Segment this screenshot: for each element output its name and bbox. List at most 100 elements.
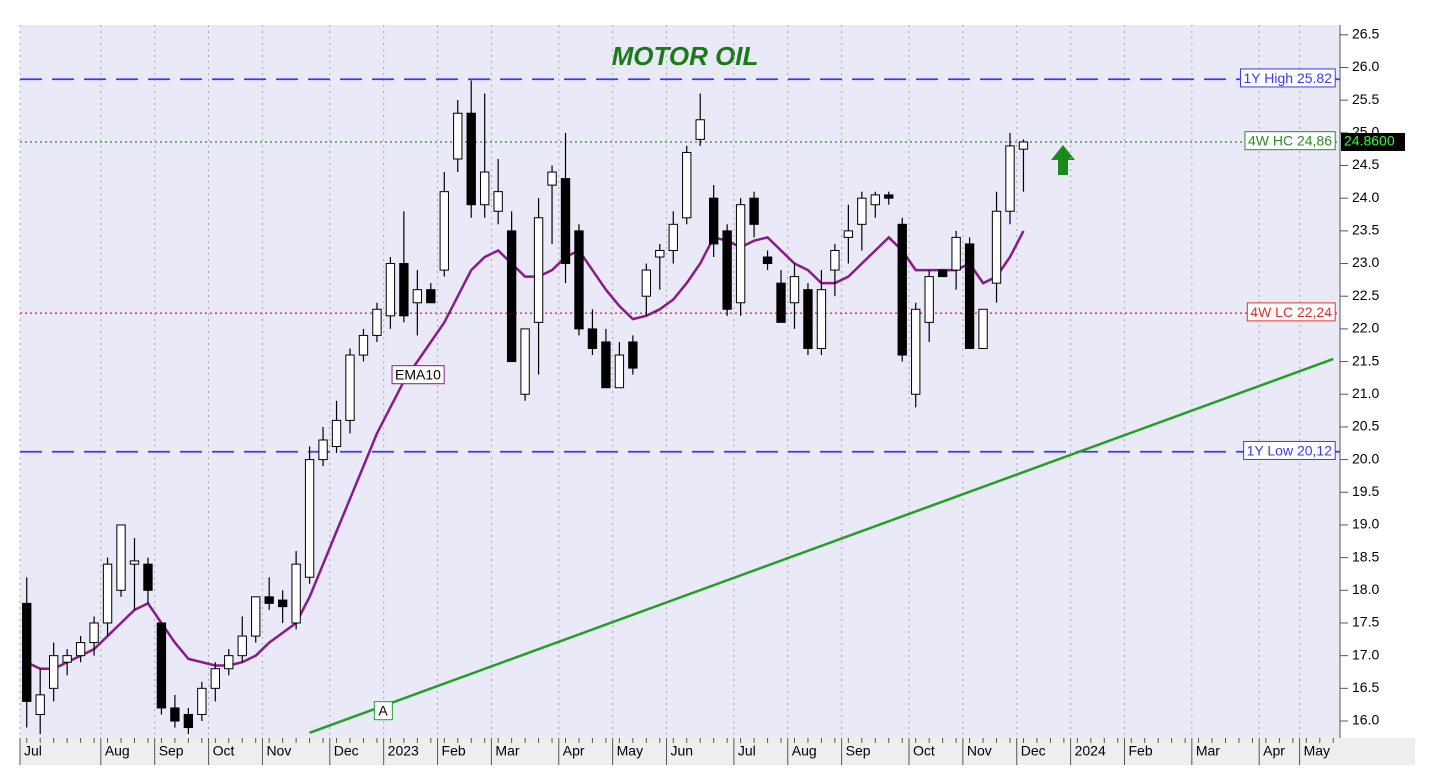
x-tick-label: Nov <box>266 743 291 759</box>
candle-body <box>331 419 342 448</box>
candle-body <box>277 599 288 608</box>
x-tick-label: Dec <box>1021 743 1046 759</box>
y-tick-label: 24.0 <box>1352 189 1379 205</box>
y-tick-label: 22.0 <box>1352 320 1379 336</box>
y-tick-label: 21.5 <box>1352 352 1379 368</box>
candle-body <box>708 197 719 245</box>
x-tick-label: 2023 <box>388 743 419 759</box>
candle-body <box>116 524 126 591</box>
candle-body <box>480 171 490 206</box>
x-tick-label: Dec <box>334 743 359 759</box>
ema-label: EMA10 <box>395 367 441 383</box>
y-tick-label: 23.0 <box>1352 254 1379 270</box>
candle-body <box>870 194 880 206</box>
candle-body <box>843 230 854 238</box>
candle-body <box>304 459 315 578</box>
candle-body <box>170 707 180 722</box>
candle-body <box>776 282 786 323</box>
x-tick-label: Jul <box>24 743 42 759</box>
candle-body <box>897 223 907 356</box>
x-tick-label: Sep <box>159 743 184 759</box>
candle-body <box>978 308 988 349</box>
candle-body <box>251 596 261 637</box>
candle-body <box>911 308 921 395</box>
level-label-box <box>1244 131 1336 151</box>
candle-body <box>749 197 759 225</box>
candle-body <box>937 269 948 278</box>
x-tick-label: Aug <box>792 743 817 759</box>
level-label: 4W LC 22,24 <box>1250 304 1332 320</box>
candle-body <box>614 354 625 389</box>
candle-body <box>964 243 975 349</box>
x-tick-label: Apr <box>1263 743 1285 759</box>
x-tick-label: Feb <box>442 743 466 759</box>
candle-body <box>493 191 503 212</box>
candle-body <box>466 112 476 206</box>
trendline <box>309 357 1334 734</box>
candle-body <box>520 328 530 395</box>
last-price-label: 24.8600 <box>1344 133 1395 149</box>
candle-body <box>628 341 638 369</box>
candle-body <box>143 563 153 591</box>
y-tick-label: 26.5 <box>1352 26 1379 42</box>
x-tick-label: Apr <box>563 743 585 759</box>
plot-area <box>20 25 1340 738</box>
candle-body <box>48 655 59 689</box>
candle-body <box>560 178 571 265</box>
ema-line <box>26 230 1025 670</box>
candle-body <box>722 230 732 310</box>
x-tick-label: Nov <box>967 743 992 759</box>
x-tick-label: 2024 <box>1075 743 1106 759</box>
x-tick-label: Jun <box>671 743 694 759</box>
candle-body <box>75 642 86 657</box>
candle-body <box>358 334 369 356</box>
x-tick-label: Jul <box>738 743 756 759</box>
candle-body <box>735 204 746 304</box>
candle-body <box>1018 141 1029 150</box>
y-tick-label: 22.5 <box>1352 287 1379 303</box>
candle-body <box>183 713 194 729</box>
y-tick-label: 19.5 <box>1352 483 1379 499</box>
candle-body <box>35 694 45 715</box>
candle-body <box>762 256 773 265</box>
candle-body <box>533 217 544 323</box>
x-tick-label: Sep <box>846 743 871 759</box>
candle-body <box>641 269 652 297</box>
y-tick-label: 20.5 <box>1352 418 1379 434</box>
x-tick-label: Mar <box>495 743 519 759</box>
candle-body <box>237 635 247 657</box>
candle-body <box>210 668 220 689</box>
x-tick-label: Aug <box>105 743 130 759</box>
candle-body <box>506 230 517 363</box>
level-label: 1Y High 25.82 <box>1244 70 1333 86</box>
candle-body <box>857 197 867 225</box>
x-tick-label: May <box>1304 743 1330 759</box>
x-tick-label: Feb <box>1128 743 1152 759</box>
candle-body <box>574 230 584 330</box>
x-tick-label: Mar <box>1196 743 1220 759</box>
candle-body <box>264 596 274 604</box>
candle-body <box>318 439 328 461</box>
y-tick-label: 23.5 <box>1352 222 1379 238</box>
candle-body <box>453 112 463 160</box>
level-label: 1Y Low 20,12 <box>1247 442 1333 458</box>
y-tick-label: 16.5 <box>1352 679 1379 695</box>
up-arrow <box>1051 145 1075 175</box>
y-tick-label: 18.5 <box>1352 548 1379 564</box>
candle-body <box>991 210 1002 284</box>
candle-body <box>789 276 800 304</box>
candle-body <box>816 289 827 349</box>
y-tick-label: 19.0 <box>1352 516 1379 532</box>
candle-body <box>129 560 140 565</box>
candle-body <box>426 289 436 304</box>
candle-body <box>197 687 207 715</box>
y-tick-label: 17.5 <box>1352 614 1379 630</box>
candle-body <box>951 236 961 271</box>
candle-body <box>601 341 611 389</box>
candle-body <box>345 354 355 421</box>
trendline-label: A <box>378 703 388 719</box>
y-tick-label: 18.0 <box>1352 581 1379 597</box>
ema-label-box <box>391 365 445 385</box>
candle-body <box>668 223 678 251</box>
